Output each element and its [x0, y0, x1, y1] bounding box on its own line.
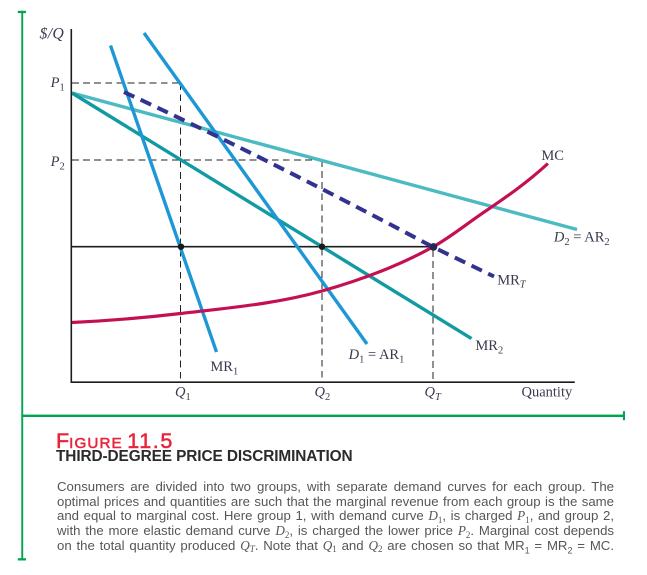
svg-text:Q2: Q2: [315, 385, 331, 404]
svg-text:P1: P1: [50, 75, 65, 94]
svg-text:Q1: Q1: [175, 385, 191, 404]
svg-text:Quantity: Quantity: [522, 385, 573, 401]
svg-text:P2: P2: [50, 154, 65, 173]
svg-text:$/Q: $/Q: [40, 26, 65, 43]
svg-text:MRT: MRT: [497, 272, 527, 290]
svg-text:D2 = AR2: D2 = AR2: [553, 230, 610, 249]
svg-text:MR2: MR2: [475, 338, 503, 357]
svg-text:MC: MC: [541, 148, 564, 164]
svg-text:D1 = AR1: D1 = AR1: [348, 347, 405, 366]
svg-text:QT: QT: [425, 385, 442, 404]
svg-text:MR1: MR1: [210, 359, 238, 378]
